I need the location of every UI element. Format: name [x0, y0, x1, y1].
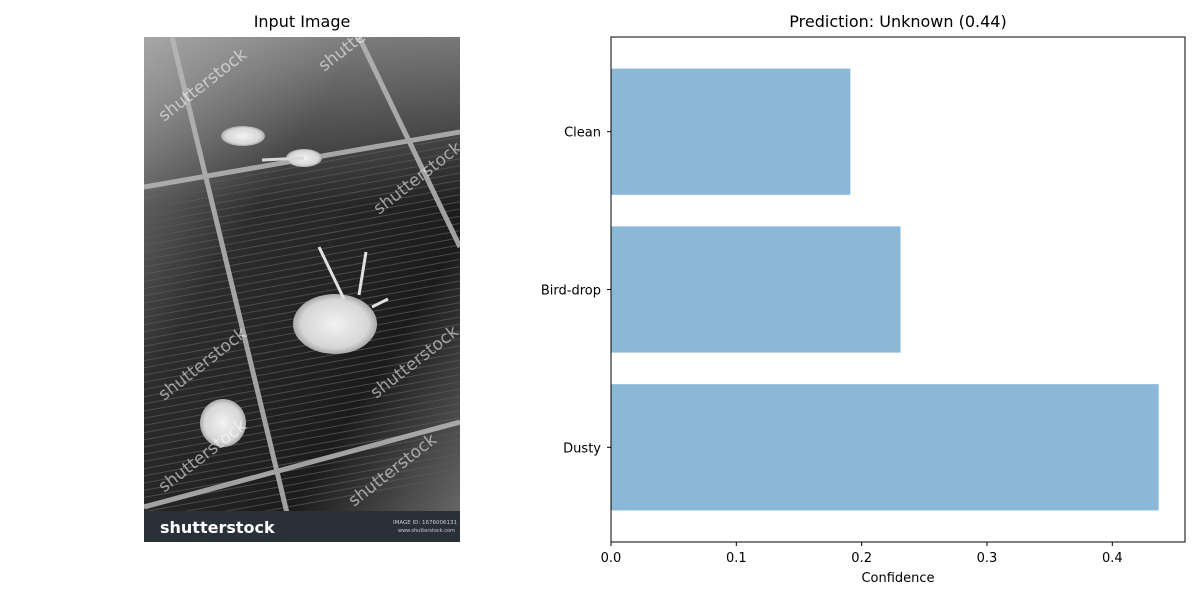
input-image-title: Input Image: [253, 12, 351, 31]
watermark-image-id: IMAGE ID: 1676006131: [393, 520, 457, 526]
chart-title: Prediction: Unknown (0.44): [789, 12, 1007, 31]
bar-dusty: [611, 384, 1159, 511]
y-tick-label-dusty: Dusty: [563, 441, 601, 456]
bar-clean: [611, 68, 851, 195]
x-tick-label: 0.2: [851, 551, 872, 566]
watermark-site: www.shutterstock.com: [398, 528, 455, 534]
y-tick-label-clean: Clean: [564, 126, 601, 141]
x-tick-label: 0.3: [977, 551, 998, 566]
x-tick-label: 0.0: [601, 551, 622, 566]
x-tick-label: 0.1: [726, 551, 747, 566]
y-tick-label-bird-drop: Bird-drop: [541, 284, 601, 299]
x-tick-label: 0.4: [1102, 551, 1123, 566]
watermark-logo: shutterstock: [160, 518, 275, 537]
bar-bird-drop: [611, 226, 901, 353]
x-axis-label: Confidence: [861, 571, 934, 586]
input-image: shutterstock shutterstock shutterstock s…: [144, 37, 460, 542]
